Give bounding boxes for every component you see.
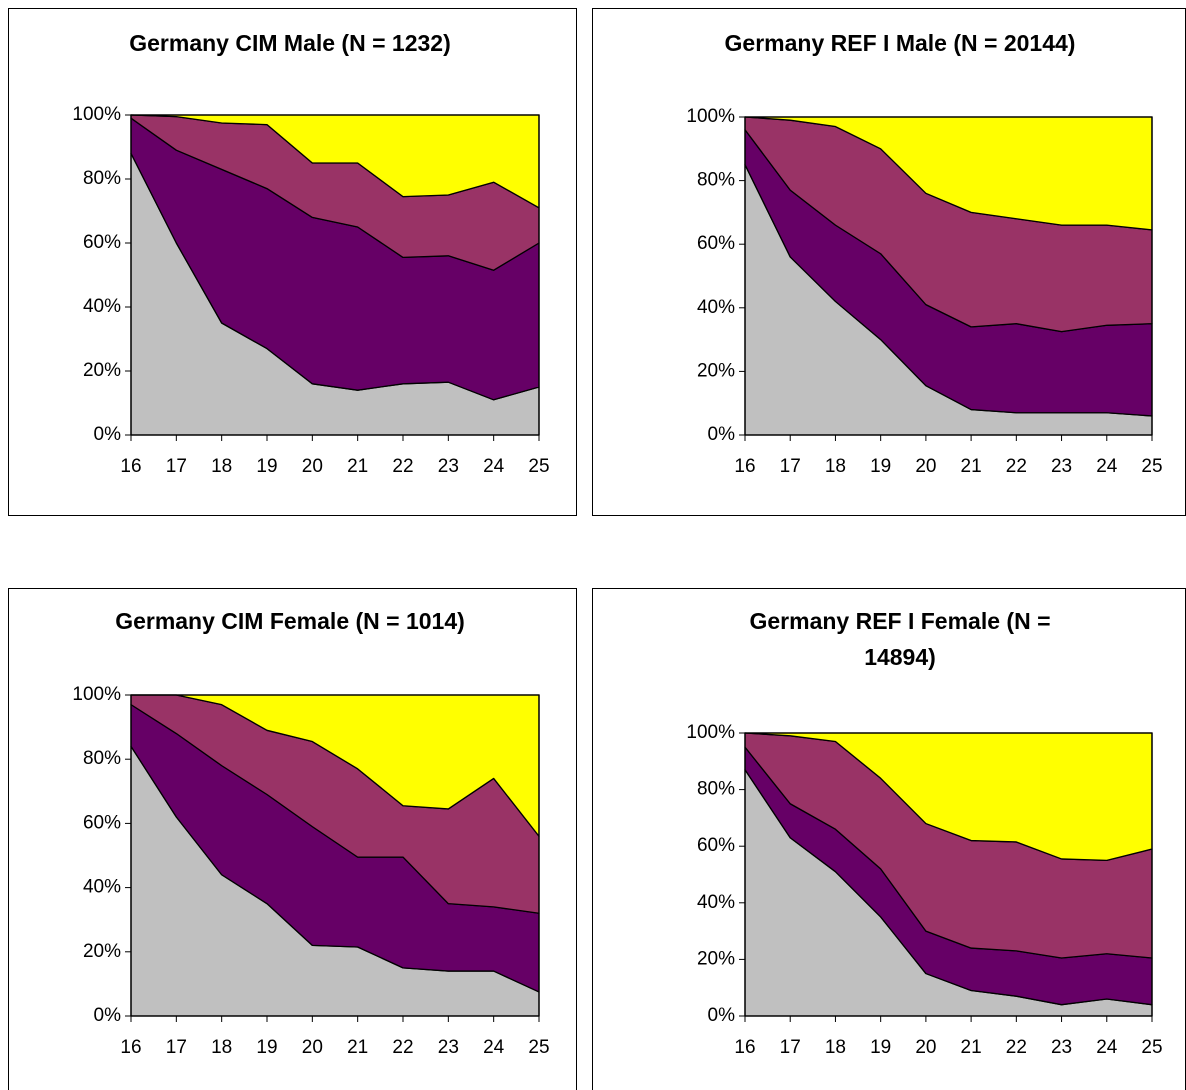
y-tick-label: 80%	[697, 779, 735, 800]
y-tick-label: 100%	[686, 722, 735, 743]
x-tick-label: 25	[528, 1037, 549, 1058]
x-tick-label: 24	[1096, 1037, 1118, 1058]
y-tick-label: 20%	[83, 360, 121, 381]
plot-border	[744, 116, 1153, 436]
x-tick-label: 18	[825, 1037, 846, 1058]
x-tick-label: 24	[483, 456, 505, 477]
x-tick-label: 18	[825, 456, 846, 477]
x-tick-label: 17	[166, 456, 187, 477]
y-tick-label: 0%	[94, 1005, 122, 1026]
x-tick-label: 20	[302, 1037, 323, 1058]
x-tick-label: 24	[483, 1037, 505, 1058]
x-tick-label: 23	[438, 456, 459, 477]
x-tick-label: 17	[166, 1037, 187, 1058]
x-tick-label: 20	[915, 456, 936, 477]
y-tick-label: 0%	[708, 1005, 736, 1026]
y-tick-label: 60%	[697, 835, 735, 856]
x-tick-label: 18	[211, 1037, 232, 1058]
chart-title: Germany REF I Male (N = 20144)	[724, 30, 1076, 56]
x-tick-label: 24	[1096, 456, 1118, 477]
y-tick-label: 80%	[83, 168, 121, 189]
x-tick-label: 22	[392, 1037, 413, 1058]
x-tick-label: 18	[211, 456, 232, 477]
x-tick-label: 25	[1141, 1037, 1162, 1058]
x-tick-label: 17	[780, 1037, 801, 1058]
x-tick-label: 19	[870, 456, 891, 477]
chart-title: Germany CIM Female (N = 1014)	[115, 608, 465, 634]
x-tick-label: 23	[438, 1037, 459, 1058]
y-tick-label: 60%	[83, 812, 121, 833]
y-tick-label: 80%	[697, 170, 735, 191]
x-tick-label: 23	[1051, 456, 1072, 477]
x-tick-label: 19	[256, 1037, 277, 1058]
y-tick-label: 20%	[83, 941, 121, 962]
plot-border	[744, 732, 1153, 1017]
plot-border	[130, 694, 540, 1017]
y-tick-label: 100%	[72, 684, 121, 705]
x-tick-label: 17	[780, 456, 801, 477]
x-tick-label: 25	[1141, 456, 1162, 477]
x-tick-label: 20	[302, 456, 323, 477]
y-tick-label: 100%	[686, 106, 735, 127]
x-tick-label: 21	[961, 1037, 982, 1058]
y-tick-label: 0%	[708, 424, 736, 445]
x-tick-label: 22	[392, 456, 413, 477]
x-tick-label: 19	[870, 1037, 891, 1058]
x-tick-label: 22	[1006, 456, 1027, 477]
x-tick-label: 23	[1051, 1037, 1072, 1058]
y-tick-label: 20%	[697, 360, 735, 381]
plot-border	[130, 114, 540, 436]
y-tick-label: 80%	[83, 748, 121, 769]
x-tick-label: 21	[347, 1037, 368, 1058]
y-tick-label: 40%	[83, 877, 121, 898]
x-tick-label: 25	[528, 456, 549, 477]
y-tick-label: 20%	[697, 948, 735, 969]
x-tick-label: 16	[120, 456, 141, 477]
chart-title: Germany CIM Male (N = 1232)	[129, 30, 451, 56]
y-tick-label: 40%	[697, 892, 735, 913]
y-tick-label: 60%	[697, 233, 735, 254]
x-tick-label: 16	[120, 1037, 141, 1058]
y-tick-label: 0%	[94, 424, 122, 445]
x-tick-label: 21	[961, 456, 982, 477]
y-tick-label: 60%	[83, 232, 121, 253]
x-tick-label: 20	[915, 1037, 936, 1058]
x-tick-label: 22	[1006, 1037, 1027, 1058]
x-tick-label: 19	[256, 456, 277, 477]
x-tick-label: 16	[734, 1037, 755, 1058]
y-tick-label: 40%	[697, 297, 735, 318]
x-tick-label: 16	[734, 456, 755, 477]
y-tick-label: 40%	[83, 296, 121, 317]
x-tick-label: 21	[347, 456, 368, 477]
y-tick-label: 100%	[72, 104, 121, 125]
chart-title: Germany REF I Female (N = 14894)	[749, 608, 1051, 670]
